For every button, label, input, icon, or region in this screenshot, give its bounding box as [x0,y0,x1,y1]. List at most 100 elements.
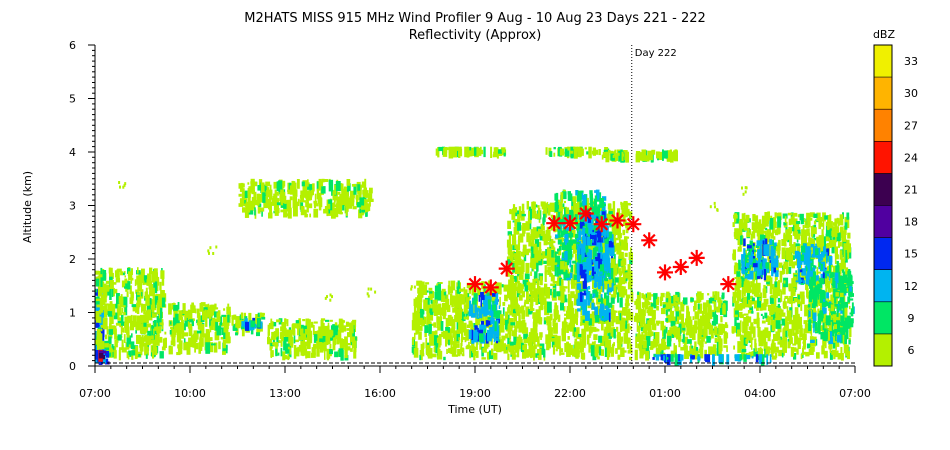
echo-speckle [791,294,794,298]
echo-speckle [524,299,530,305]
echo-speckle [579,281,585,290]
echo-speckle [794,307,799,319]
echo-speckle [435,342,439,354]
echo-speckle [680,313,684,325]
echo-speckle [137,304,141,308]
echo-speckle [779,339,783,348]
echo-speckle [790,292,795,296]
echo-speckle [764,212,768,217]
echo-speckle [621,258,627,266]
echo-speckle [777,297,782,303]
echo-speckle [450,342,453,355]
echo-speckle [614,277,619,283]
echo-speckle [602,196,607,201]
echo-speckle [761,215,766,228]
echo-speckle [634,349,638,361]
echo-speckle [149,291,154,297]
echo-speckle [641,346,645,356]
echo-speckle [558,266,564,275]
echo-speckle [457,348,461,357]
echo-speckle [517,291,521,298]
echo-speckle [369,187,373,194]
echo-speckle [149,267,153,275]
echo-speckle [779,262,783,268]
echo-speckle [829,214,832,223]
echo-speckle [350,348,353,352]
echo-speckle [581,251,584,260]
echo-speckle [758,332,761,342]
echo-speckle [791,278,795,287]
echo-speckle [368,199,371,207]
echo-speckle [586,252,590,257]
echo-speckle [771,339,775,345]
echo-speckle [564,251,568,261]
echo-speckle [509,345,513,353]
echo-speckle [347,346,351,351]
echo-speckle [573,146,576,150]
echo-speckle [426,304,432,315]
echo-speckle [644,299,649,307]
echo-speckle [573,313,577,324]
echo-speckle [787,247,792,260]
echo-speckle [460,343,462,355]
echo-speckle [269,189,273,200]
echo-speckle [775,308,780,318]
echo-speckle [253,191,257,204]
echo-speckle [607,283,609,296]
echo-speckle [324,350,326,360]
echo-speckle [337,331,342,343]
echo-speckle [446,348,448,354]
echo-speckle [603,217,608,228]
echo-speckle [537,355,539,358]
echo-speckle [608,327,614,337]
echo-speckle [140,314,145,325]
echo-speckle [539,255,545,259]
echo-speckle [765,227,768,231]
echo-speckle [615,264,618,272]
echo-speckle [716,306,721,313]
echo-speckle [561,279,564,286]
echo-speckle [418,331,422,340]
echo-speckle [292,196,297,209]
echo-speckle [239,198,245,206]
echo-speckle [585,255,589,260]
echo-speckle [508,279,511,286]
echo-speckle [595,291,599,298]
echo-speckle [762,288,767,298]
echo-speckle [171,329,176,338]
echo-speckle [794,335,799,345]
echo-speckle [159,322,164,326]
echo-speckle [572,348,577,357]
echo-speckle [553,147,556,150]
echo-speckle [576,242,580,245]
echo-speckle [796,348,799,355]
echo-speckle [102,317,108,330]
echo-speckle [641,293,644,299]
echo-speckle [424,325,429,333]
echo-speckle [126,335,132,347]
echo-speckle [517,284,523,294]
echo-speckle [250,320,255,328]
echo-speckle [428,295,433,301]
echo-speckle [777,281,780,294]
echo-speckle [335,181,341,191]
echo-speckle [496,342,499,353]
echo-speckle [512,204,516,210]
echo-speckle [319,180,324,187]
echo-speckle [276,336,279,347]
echo-speckle [419,354,422,361]
echo-speckle [303,188,308,198]
echo-speckle [796,221,801,225]
echo-speckle [607,345,612,349]
echo-speckle [199,336,202,342]
echo-speckle [619,297,623,308]
echo-speckle [564,207,570,219]
echo-speckle [812,227,817,235]
echo-speckle [473,323,477,328]
echo-speckle [553,314,557,323]
echo-speckle [849,326,852,337]
echo-speckle [153,281,158,294]
echo-speckle [525,262,530,274]
echo-speckle [572,283,577,286]
echo-speckle [495,327,500,340]
